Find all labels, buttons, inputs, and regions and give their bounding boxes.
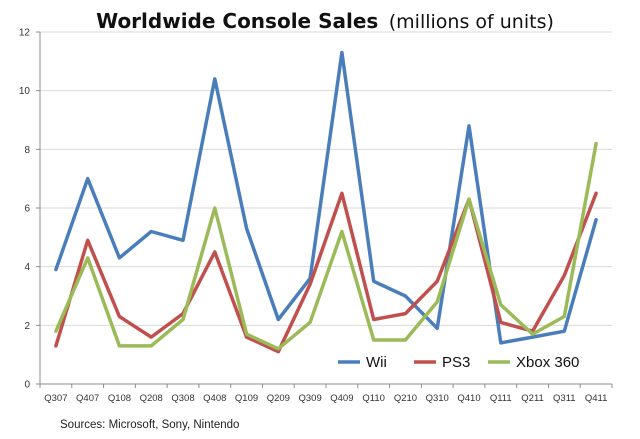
chart-title-unit: (millions of units) (389, 11, 554, 33)
y-tick-label: 6 (24, 204, 30, 215)
axes (36, 31, 613, 388)
series-line-wii (54, 50, 598, 345)
series-line-ps3 (54, 191, 598, 354)
y-tick-labels: 0 2 4 6 8 10 12 (19, 28, 31, 391)
x-tick-label: Q209 (267, 393, 290, 404)
x-tick-label: Q410 (457, 393, 480, 404)
source-note: Sources: Microsoft, Sony, Nintendo (60, 419, 239, 431)
x-tick-label: Q408 (203, 393, 226, 404)
x-tick-label: Q108 (108, 393, 131, 404)
x-tick-label: Q211 (521, 393, 544, 404)
x-tick-label: Q409 (330, 393, 353, 404)
x-tick-label: Q309 (298, 393, 321, 404)
x-tick-label: Q308 (171, 393, 194, 404)
legend-label: PS3 (442, 354, 470, 371)
x-tick-label: Q111 (490, 393, 512, 404)
legend-label: Wii (366, 354, 387, 371)
x-tick-label: Q208 (140, 393, 163, 404)
x-tick-label: Q210 (394, 393, 417, 404)
x-tick-label: Q109 (235, 393, 258, 404)
x-tick-labels: Q307 Q407 Q108 Q208 Q308 Q408 Q109 Q209 Q309 Q409… (44, 393, 607, 404)
y-tick-label: 8 (24, 145, 30, 156)
x-tick-label: Q311 (553, 393, 576, 404)
y-tick-label: 0 (24, 380, 30, 391)
legend: Wii PS3 Xbox 360 (338, 354, 579, 371)
series-line-xbox-360 (54, 141, 598, 351)
x-tick-label: Q310 (426, 393, 449, 404)
x-tick-label: Q307 (44, 393, 67, 404)
y-tick-label: 12 (19, 28, 31, 39)
x-tick-label: Q411 (585, 393, 608, 404)
series-lines (54, 50, 598, 354)
chart-title: Worldwide Console Sales (millions of uni… (96, 9, 554, 33)
y-tick-label: 10 (19, 86, 31, 97)
y-tick-label: 2 (24, 321, 30, 332)
x-tick-label: Q110 (362, 393, 385, 404)
chart-title-main: Worldwide Console Sales (96, 9, 378, 33)
legend-label: Xbox 360 (516, 354, 579, 371)
y-tick-label: 4 (24, 262, 30, 273)
x-tick-label: Q407 (76, 393, 99, 404)
